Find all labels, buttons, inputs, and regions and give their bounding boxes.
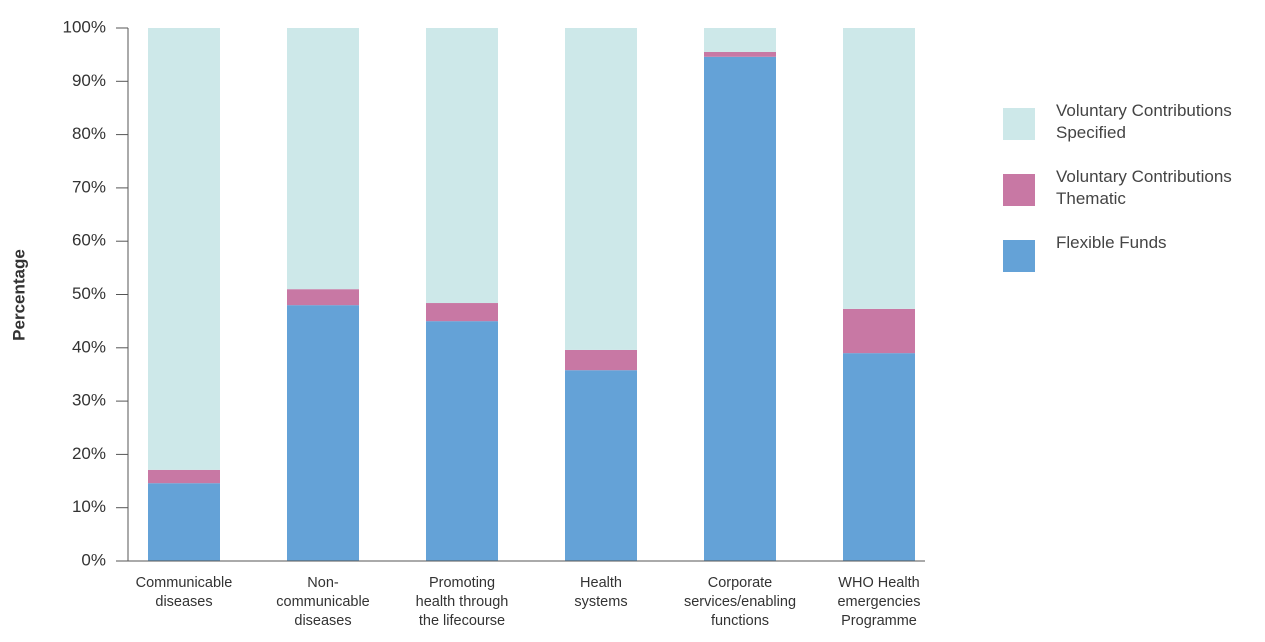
bar-segment (704, 28, 776, 52)
x-tick-label: emergencies (837, 594, 920, 610)
y-tick-label: 80% (72, 124, 106, 143)
bar-segment (565, 28, 637, 350)
legend: Voluntary Contributions Specified Volunta… (1003, 100, 1265, 294)
x-tick-label: Communicable (136, 575, 233, 591)
y-tick-label: 100% (63, 17, 106, 36)
y-tick-label: 10% (72, 497, 106, 516)
x-tick-label: health through (416, 594, 509, 610)
y-axis-label: Percentage (9, 249, 28, 341)
chart: Percentage 0% 10% 20% 30% 40% 50% 60% 70% 80% 90%… (9, 17, 925, 629)
y-tick-label: 40% (72, 337, 106, 356)
y-tick-label: 90% (72, 71, 106, 90)
legend-label: Flexible Funds (1056, 233, 1167, 252)
x-tick-label: Programme (841, 613, 917, 629)
x-tick-label: systems (574, 594, 627, 610)
y-tick-label: 0% (81, 550, 106, 569)
bar-segment (565, 349, 637, 371)
y-tick-label: 20% (72, 444, 106, 463)
x-tick-label: Non- (307, 575, 339, 591)
bar-segment (148, 28, 220, 470)
bar-segment (704, 51, 776, 57)
legend-swatch (1003, 174, 1035, 206)
bar-segment (843, 353, 915, 561)
legend-item: Voluntary Contributions Thematic (1003, 166, 1265, 210)
y-tick-label: 60% (72, 231, 106, 250)
x-tick-label: services/enabling (684, 594, 796, 610)
legend-label: Voluntary Contributions Specified (1056, 101, 1232, 142)
legend-item: Voluntary Contributions Specified (1003, 100, 1265, 144)
bar-segment (426, 303, 498, 322)
legend-swatch (1003, 240, 1035, 272)
y-tick-label: 70% (72, 177, 106, 196)
legend-swatch (1003, 108, 1035, 140)
bar-segment (565, 370, 637, 561)
x-tick-label: functions (711, 613, 769, 629)
y-tick-label: 50% (72, 284, 106, 303)
bar-segment (287, 305, 359, 561)
x-tick-label: WHO Health (838, 575, 919, 591)
x-tick-label: communicable (276, 594, 370, 610)
x-tick-label: Corporate (708, 575, 772, 591)
bar-segment (148, 469, 220, 484)
bar-segment (704, 56, 776, 561)
bar-segment (843, 308, 915, 354)
x-tick-label: Health (580, 575, 622, 591)
bar-segment (426, 321, 498, 561)
y-tick-label: 30% (72, 391, 106, 410)
legend-label: Voluntary Contributions Thematic (1056, 167, 1232, 208)
x-tick-label: diseases (155, 594, 212, 610)
bar-segment (843, 28, 915, 309)
x-tick-label: diseases (294, 613, 351, 629)
x-tick-label: Promoting (429, 575, 495, 591)
legend-item: Flexible Funds (1003, 232, 1265, 272)
bar-segment (426, 28, 498, 304)
bar-segment (287, 28, 359, 290)
bar-segment (287, 289, 359, 306)
bar-segment (148, 483, 220, 561)
x-tick-label: the lifecourse (419, 613, 505, 629)
